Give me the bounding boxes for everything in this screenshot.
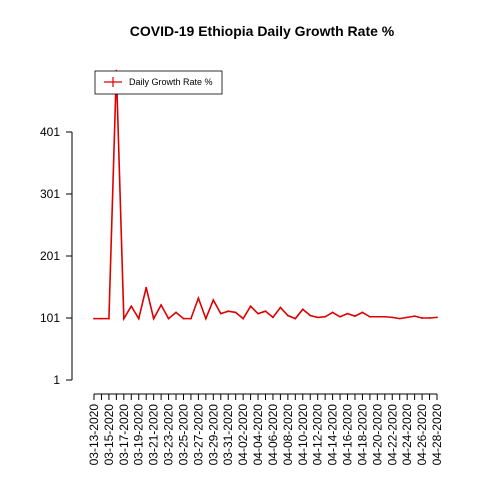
y-tick-label: 1 xyxy=(53,373,60,387)
data-point xyxy=(152,317,155,320)
data-point xyxy=(93,317,95,320)
data-point xyxy=(249,305,252,308)
x-tick-label: 04-26-2020 xyxy=(415,404,429,466)
data-point xyxy=(130,305,133,308)
data-point xyxy=(197,297,200,300)
data-point xyxy=(436,316,438,319)
data-point xyxy=(264,310,267,313)
x-tick-label: 03-31-2020 xyxy=(221,404,235,466)
x-tick-label: 04-28-2020 xyxy=(430,404,444,466)
x-tick-label: 03-23-2020 xyxy=(162,404,176,466)
y-tick-label: 301 xyxy=(40,187,60,201)
x-tick-label: 04-10-2020 xyxy=(296,404,310,466)
data-point xyxy=(413,315,416,318)
x-tick-label: 04-16-2020 xyxy=(341,404,355,466)
data-point xyxy=(219,312,222,315)
data-point xyxy=(212,299,215,301)
x-tick-label: 04-08-2020 xyxy=(281,404,295,466)
y-axis: 1 101 201 301 401 xyxy=(40,125,73,387)
legend-box xyxy=(94,70,223,95)
data-point xyxy=(294,317,297,320)
x-tick-label: 04-12-2020 xyxy=(311,404,325,466)
series-layer xyxy=(93,69,438,322)
x-tick-label: 03-13-2020 xyxy=(87,404,101,466)
data-point xyxy=(383,315,386,318)
x-tick-label: 03-25-2020 xyxy=(176,404,190,466)
x-tick-label: 04-24-2020 xyxy=(400,404,414,466)
data-point xyxy=(398,317,401,320)
data-point xyxy=(122,317,125,320)
data-point xyxy=(331,311,334,314)
x-tick-label: 03-17-2020 xyxy=(117,404,131,466)
data-point xyxy=(190,317,192,320)
x-tick-label: 04-06-2020 xyxy=(266,404,280,466)
data-point xyxy=(301,308,304,311)
legend: Daily Growth Rate % xyxy=(94,70,223,95)
data-point xyxy=(227,310,230,313)
x-tick-label: 03-21-2020 xyxy=(147,404,161,466)
x-tick-label: 03-15-2020 xyxy=(102,404,116,466)
x-tick-label: 04-04-2020 xyxy=(251,404,265,466)
data-point xyxy=(286,314,289,317)
data-point xyxy=(145,286,148,289)
data-point xyxy=(167,317,170,320)
data-point xyxy=(279,306,282,309)
data-point xyxy=(421,317,423,319)
data-point xyxy=(175,311,177,314)
data-point xyxy=(160,304,163,306)
data-point xyxy=(368,315,371,318)
y-tick-label: 101 xyxy=(40,311,60,325)
data-point xyxy=(100,317,103,320)
data-point xyxy=(257,312,259,315)
x-tick-label: 03-19-2020 xyxy=(132,404,146,466)
x-axis: 03-13-2020 03-15-2020 03-17-2020 03-19-2020… xyxy=(87,393,444,466)
data-point xyxy=(339,315,341,318)
data-point xyxy=(346,312,349,315)
chart-title: COVID-19 Ethiopia Daily Growth Rate % xyxy=(130,23,395,39)
x-tick-label: 03-27-2020 xyxy=(191,404,205,466)
legend-label: Daily Growth Rate % xyxy=(129,77,213,87)
data-point xyxy=(234,311,237,314)
x-tick-label: 04-14-2020 xyxy=(326,404,340,466)
data-point xyxy=(272,316,274,319)
data-point xyxy=(406,316,409,319)
y-tick-label: 401 xyxy=(40,125,60,139)
x-tick-label: 03-29-2020 xyxy=(206,404,220,466)
x-tick-label: 04-18-2020 xyxy=(355,404,369,466)
x-tick-label: 04-22-2020 xyxy=(385,404,399,466)
data-point xyxy=(324,315,327,318)
data-point xyxy=(316,316,319,319)
data-point xyxy=(137,317,140,320)
data-point xyxy=(376,315,379,318)
data-point xyxy=(354,315,356,318)
data-point xyxy=(242,317,245,320)
data-point xyxy=(204,317,207,320)
y-tick-label: 201 xyxy=(40,249,60,263)
data-point xyxy=(309,314,312,317)
data-point xyxy=(428,317,431,319)
x-tick-label: 04-02-2020 xyxy=(236,404,250,466)
x-tick-label: 04-20-2020 xyxy=(370,404,384,466)
data-point xyxy=(391,316,394,319)
data-point xyxy=(182,317,185,320)
data-point xyxy=(361,311,364,314)
data-point xyxy=(108,317,110,320)
